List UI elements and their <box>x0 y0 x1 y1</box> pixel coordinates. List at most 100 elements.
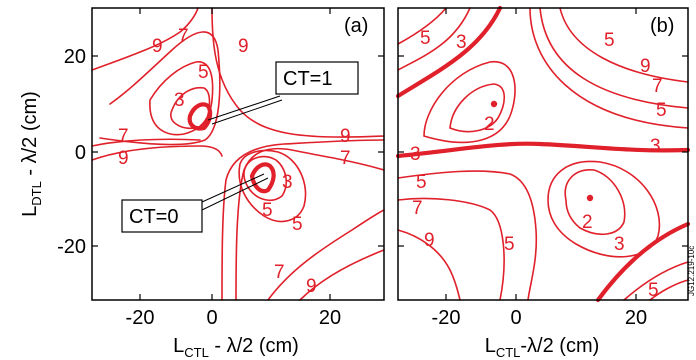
contour-b-5-bottomright <box>649 279 689 301</box>
level-label: 9 <box>640 56 651 77</box>
callout-ct1: CT=1 <box>207 61 359 125</box>
panel-b-level-labels: 5 3 5 9 7 5 2 3 3 5 7 9 5 2 3 5 <box>410 28 667 301</box>
y-tick-label: -20 <box>57 236 86 258</box>
x-tick-label: -20 <box>432 307 461 329</box>
x-tick-label: -20 <box>126 307 155 329</box>
level-label: 9 <box>118 148 129 169</box>
level-label: 5 <box>648 280 659 301</box>
x-tick-label: 20 <box>319 307 341 329</box>
contour-b-3-topleft <box>397 7 471 71</box>
level-label: 7 <box>340 148 351 169</box>
contour-a-9-topleft <box>91 7 199 71</box>
contour-a-7-lower <box>235 147 385 301</box>
level-label: 5 <box>504 234 515 255</box>
callout-ct1-label: CT=1 <box>283 68 332 90</box>
y-tick-label: 0 <box>75 142 86 164</box>
level-label: 9 <box>152 36 163 57</box>
level-label: 5 <box>198 62 209 83</box>
contour-b-3-bottomright <box>623 261 689 301</box>
contour-a-7 <box>99 31 221 146</box>
contour-b-3-upper <box>423 61 516 144</box>
y-axis-title: LDTL - λ/2 (cm) <box>19 91 44 217</box>
contour-b-7-midleft <box>397 197 505 301</box>
panel-a-contours <box>91 7 385 301</box>
x-axis-title-rest: - λ/2 (cm) <box>209 335 299 357</box>
level-label: 3 <box>456 32 467 53</box>
panel-b-frame <box>397 7 689 301</box>
x-tick-label: 20 <box>625 307 647 329</box>
panel-a-tag: (a) <box>344 15 368 37</box>
contour-a-1-lower <box>249 162 276 194</box>
x-axis-title-a: LCTL - λ/2 (cm) <box>173 335 299 360</box>
contour-b-9-right <box>529 7 689 129</box>
level-label: 7 <box>412 198 423 219</box>
level-label: 3 <box>282 172 293 193</box>
callout-ct0: CT=0 <box>121 173 269 233</box>
x-axis-title-b: LCTL-λ/2 (cm) <box>485 335 600 360</box>
level-label: 5 <box>656 100 667 121</box>
level-label: 5 <box>416 172 427 193</box>
panel-b: 5 3 5 9 7 5 2 3 3 5 7 9 5 2 3 5 <box>395 5 691 360</box>
contour-a-1 <box>187 102 213 131</box>
y-axis-title-sub: DTL <box>29 181 44 206</box>
contour-b-5-midleft <box>397 170 538 301</box>
contour-a-9-lower <box>221 139 385 301</box>
y-axis-title-rest: - λ/2 (cm) <box>19 91 41 181</box>
x-tick-label: 0 <box>206 307 217 329</box>
figure-credit: JG12.219-10c <box>687 246 696 296</box>
contour-a-3-lower <box>243 155 288 202</box>
level-label: 9 <box>424 230 435 251</box>
contour-b-2-upper <box>449 83 506 133</box>
x-axis-title-sub: CTL <box>496 345 521 360</box>
contour-a-9-bottomright <box>299 249 385 301</box>
x-axis-title-main: L <box>485 335 496 357</box>
level-label: 2 <box>484 114 495 135</box>
level-label: 7 <box>274 262 285 283</box>
contour-a-9-leftmid <box>91 145 223 161</box>
level-label: 7 <box>652 76 663 97</box>
panel-a-ticks <box>92 8 384 300</box>
contour-a-9-upper <box>211 7 385 138</box>
contour-b-2-lower <box>564 169 626 235</box>
x-axis-title-main: L <box>173 335 184 357</box>
panel-b-ticks <box>398 8 688 300</box>
contour-b-bold-mid <box>395 141 691 159</box>
panel-b-tag: (b) <box>650 15 674 37</box>
y-tick-label: 20 <box>64 46 86 68</box>
x-axis-title-rest: -λ/2 (cm) <box>520 335 599 357</box>
contour-a-7-leftmid <box>91 138 201 147</box>
contour-a-7-bottomright <box>267 209 385 301</box>
level-label: 7 <box>118 126 129 147</box>
level-label: 3 <box>410 144 421 165</box>
level-label: 9 <box>238 36 249 57</box>
panel-a: 9 7 9 5 3 7 9 9 7 3 5 5 7 9 CT=1 CT=0 <box>19 7 385 360</box>
panel-a-frame <box>91 7 385 301</box>
contour-b-3-lower <box>547 160 661 258</box>
panel-a-level-labels: 9 7 9 5 3 7 9 9 7 3 5 5 7 9 <box>118 26 351 297</box>
minimum-lower-dot <box>586 194 594 202</box>
contour-b-7-right <box>539 7 689 109</box>
contour-b-bold-lower <box>595 221 691 303</box>
callout-ct0-label: CT=0 <box>129 206 178 228</box>
contour-b-5-right <box>559 7 689 83</box>
panel-b-contours <box>395 5 691 303</box>
y-axis-title-main: L <box>19 206 41 217</box>
level-label: 9 <box>340 126 351 147</box>
level-label: 9 <box>306 276 317 297</box>
minimum-upper-dot <box>490 100 498 108</box>
level-label: 5 <box>262 200 273 221</box>
level-label: 2 <box>582 212 593 233</box>
contour-b-bold-upper <box>395 5 503 99</box>
x-tick-label: 0 <box>510 307 521 329</box>
level-label: 5 <box>420 28 431 49</box>
contour-a-5 <box>149 61 214 136</box>
x-axis-title-sub: CTL <box>184 345 209 360</box>
level-label: 3 <box>614 234 625 255</box>
level-label: 7 <box>178 26 189 47</box>
level-label: 5 <box>292 214 303 235</box>
level-label: 3 <box>650 136 661 157</box>
level-label: 5 <box>604 30 615 51</box>
contour-b-5-topleft <box>397 7 447 45</box>
contour-b-9-bottomleft <box>397 229 461 301</box>
